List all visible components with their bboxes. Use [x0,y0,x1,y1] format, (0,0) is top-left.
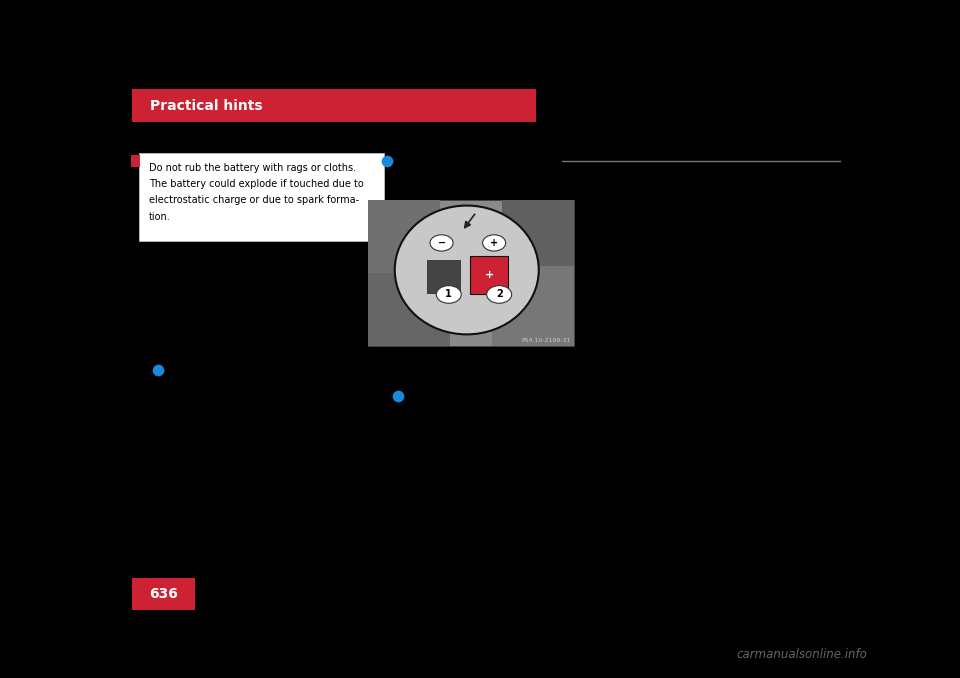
Text: +: + [490,238,498,248]
Text: Do not rub the battery with rags or cloths.: Do not rub the battery with rags or clot… [149,163,356,173]
Point [379,156,395,167]
Text: The battery could explode if touched due to: The battery could explode if touched due… [149,179,364,189]
FancyBboxPatch shape [492,258,574,346]
Circle shape [483,235,506,251]
Text: carmanualsonline.info: carmanualsonline.info [736,648,867,661]
FancyBboxPatch shape [139,153,384,241]
Text: P54.10-2199-31: P54.10-2199-31 [521,338,571,343]
Text: +: + [485,270,493,280]
Point [151,364,166,375]
Text: −: − [438,238,445,248]
FancyBboxPatch shape [427,260,460,292]
FancyBboxPatch shape [131,155,140,167]
Text: 636: 636 [149,587,179,601]
FancyBboxPatch shape [502,200,574,266]
Text: electrostatic charge or due to spark forma-: electrostatic charge or due to spark for… [149,195,359,205]
Text: Practical hints: Practical hints [150,99,262,113]
Circle shape [436,285,461,303]
FancyBboxPatch shape [368,200,574,346]
Circle shape [487,285,512,303]
Text: 1: 1 [445,290,452,300]
FancyBboxPatch shape [368,200,440,273]
Point [391,391,406,401]
FancyBboxPatch shape [132,89,536,122]
Text: tion.: tion. [149,212,171,222]
Ellipse shape [395,205,539,334]
FancyBboxPatch shape [132,578,195,610]
FancyBboxPatch shape [368,273,450,346]
FancyBboxPatch shape [470,256,508,294]
Circle shape [430,235,453,251]
Text: 2: 2 [495,290,502,300]
